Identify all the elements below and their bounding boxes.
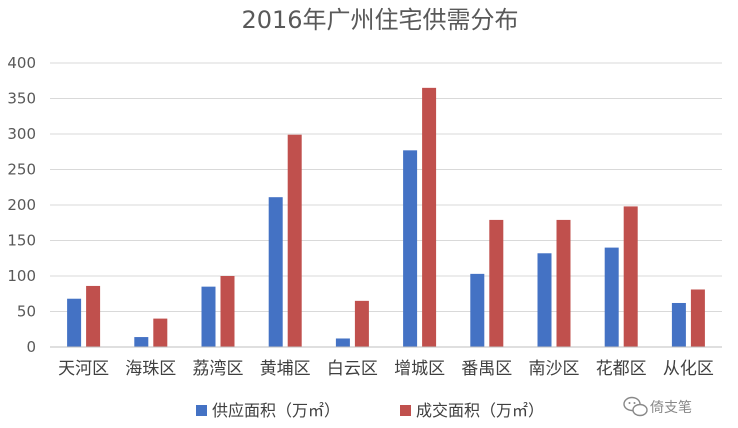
y-tick-label: 250: [7, 161, 36, 179]
bar-supply: [403, 150, 418, 347]
bar-supply: [470, 273, 485, 347]
bar-transaction: [623, 206, 638, 347]
bar-transaction: [422, 87, 437, 347]
legend-label: 供应面积（万㎡）: [212, 401, 340, 420]
x-tick-label: 花都区: [596, 359, 647, 379]
y-tick-label: 200: [7, 196, 36, 214]
chart-title: 2016年广州住宅供需分布: [241, 6, 518, 34]
y-tick-label: 150: [7, 232, 36, 250]
y-tick-label: 50: [17, 303, 36, 321]
bar-transaction: [220, 276, 235, 347]
bar-supply: [671, 302, 686, 347]
x-tick-label: 增城区: [394, 359, 445, 379]
watermark-text: 倚支笔: [650, 400, 692, 416]
y-axis-ticks: 0 50 100 150 200 250 300 350 400: [7, 54, 36, 356]
x-axis-labels: 天河区 海珠区 荔湾区 黄埔区 白云区 增城区 番禺区 南沙区 花都区 从化区: [58, 359, 714, 379]
x-tick-label: 南沙区: [529, 359, 580, 379]
bar-supply: [604, 247, 619, 347]
bar-transaction: [86, 285, 101, 347]
x-tick-label: 从化区: [663, 359, 714, 379]
x-tick-label: 番禺区: [461, 359, 512, 379]
y-tick-label: 400: [7, 54, 36, 72]
x-tick-label: 白云区: [327, 359, 378, 379]
x-tick-label: 荔湾区: [193, 359, 244, 379]
legend: 供应面积（万㎡） 成交面积（万㎡）: [196, 401, 544, 420]
chat-bubbles-icon: [623, 396, 648, 417]
bar-transaction: [489, 219, 504, 347]
y-tick-label: 300: [7, 125, 36, 143]
watermark: 倚支笔: [623, 396, 692, 417]
bar-supply: [537, 253, 552, 347]
x-tick-label: 黄埔区: [260, 359, 311, 379]
bar-supply: [335, 338, 350, 347]
bar-supply: [268, 197, 283, 347]
legend-swatch: [196, 405, 207, 416]
bar-transaction: [287, 134, 302, 347]
y-tick-label: 350: [7, 90, 36, 108]
y-tick-label: 100: [7, 267, 36, 285]
x-tick-label: 天河区: [58, 359, 109, 379]
bar-supply: [67, 298, 82, 347]
bar-supply: [134, 337, 149, 347]
gridlines: [50, 62, 722, 312]
x-tick-label: 海珠区: [125, 359, 176, 379]
bar-transaction: [354, 300, 369, 347]
legend-swatch: [400, 405, 411, 416]
bars: [67, 87, 705, 347]
legend-label: 成交面积（万㎡）: [416, 401, 544, 420]
y-tick-label: 0: [26, 338, 36, 356]
bar-transaction: [153, 318, 168, 347]
bar-transaction: [690, 289, 705, 347]
bar-transaction: [556, 219, 571, 347]
bar-supply: [201, 286, 216, 347]
